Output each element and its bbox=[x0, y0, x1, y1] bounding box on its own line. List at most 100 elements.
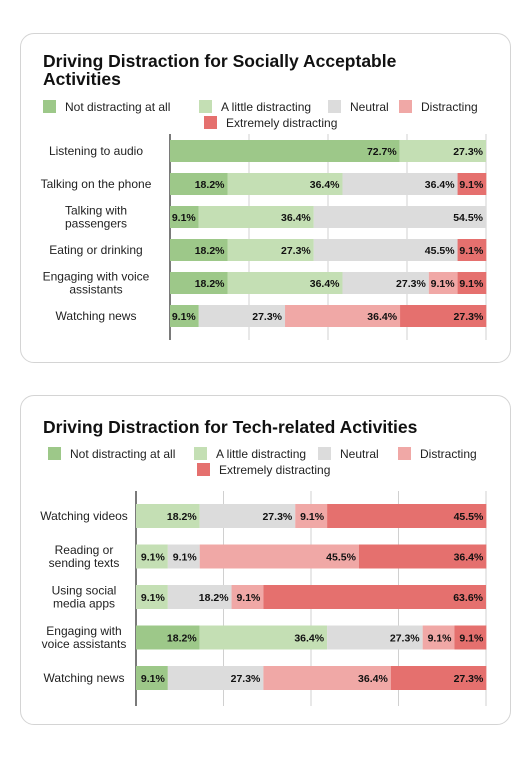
bar-segment-engaging-with-voice-assistants-neutral bbox=[327, 625, 423, 650]
category-label-line: Listening to audio bbox=[49, 144, 143, 158]
data-label: 36.4% bbox=[281, 212, 311, 224]
data-label: 9.1% bbox=[141, 673, 166, 685]
category-label-line: Using social bbox=[52, 584, 117, 598]
data-label: 27.3% bbox=[454, 311, 484, 323]
legend-label-extremely-distracting: Extremely distracting bbox=[219, 463, 330, 477]
category-label-watching-news: Watching news bbox=[56, 309, 137, 323]
bar-segment-eating-or-drinking-not-distracting-at-all bbox=[170, 239, 228, 261]
data-label: 36.4% bbox=[310, 179, 340, 191]
bar-segment-using-social-media-apps-a-little-distracting bbox=[136, 585, 168, 609]
data-label: 9.1% bbox=[141, 552, 166, 564]
data-label: 9.1% bbox=[173, 552, 198, 564]
data-label: 45.5% bbox=[425, 245, 455, 257]
legend-label-not-distracting-at-all: Not distracting at all bbox=[70, 447, 175, 461]
category-label-eating-or-drinking: Eating or drinking bbox=[49, 243, 142, 257]
bar-segment-using-social-media-apps-neutral bbox=[167, 585, 232, 609]
category-label-listening-to-audio: Listening to audio bbox=[49, 144, 143, 158]
chart-title-line: Driving Distraction for Tech-related Act… bbox=[43, 417, 418, 437]
data-label: 27.3% bbox=[390, 633, 420, 645]
category-label-line: Watching videos bbox=[40, 509, 128, 523]
legend-label-extremely-distracting: Extremely distracting bbox=[226, 116, 337, 130]
bar-segment-engaging-with-voice-assistants-distracting bbox=[422, 625, 455, 650]
bar-segment-eating-or-drinking-neutral bbox=[313, 239, 458, 261]
legend-label-distracting: Distracting bbox=[421, 100, 478, 114]
data-label: 18.2% bbox=[195, 179, 225, 191]
data-label: 27.3% bbox=[453, 146, 483, 158]
category-label-watching-videos: Watching videos bbox=[40, 509, 128, 523]
data-label: 36.4% bbox=[294, 633, 324, 645]
bar-segment-watching-videos-a-little-distracting bbox=[136, 504, 200, 528]
chart-tech-activities: Driving Distraction for Tech-related Act… bbox=[40, 417, 487, 706]
legend-swatch-extremely-distracting bbox=[204, 116, 217, 129]
data-label: 45.5% bbox=[326, 552, 356, 564]
legend-label-neutral: Neutral bbox=[350, 100, 389, 114]
data-label: 9.1% bbox=[236, 592, 261, 604]
data-label: 9.1% bbox=[141, 592, 166, 604]
legend-label-a-little-distracting: A little distracting bbox=[221, 100, 311, 114]
data-label: 9.1% bbox=[428, 633, 453, 645]
category-label-line: Engaging with voice bbox=[43, 270, 150, 284]
bar-segment-watching-news-distracting bbox=[263, 666, 391, 690]
bar-segment-reading-or-sending-texts-extremely-distracting bbox=[358, 544, 487, 569]
data-label: 9.1% bbox=[172, 311, 197, 323]
chart-title: Driving Distraction for Socially Accepta… bbox=[43, 51, 397, 89]
bar-segment-engaging-with-voice-assistants-distracting bbox=[428, 272, 458, 294]
data-label: 27.3% bbox=[262, 511, 292, 523]
legend-swatch-not-distracting-at-all bbox=[43, 100, 56, 113]
data-label: 18.2% bbox=[167, 633, 197, 645]
chart-card-social: Driving Distraction for Socially Accepta… bbox=[20, 33, 511, 363]
data-label: 9.1% bbox=[459, 278, 484, 290]
category-label-engaging-with-voice-assistants: Engaging with voice assistants bbox=[42, 624, 127, 651]
chart-title: Driving Distraction for Tech-related Act… bbox=[43, 417, 418, 437]
category-label-line: sending texts bbox=[49, 556, 120, 570]
bar-segment-talking-with-passengers-neutral bbox=[313, 206, 486, 228]
data-label: 18.2% bbox=[195, 245, 225, 257]
bar-segment-reading-or-sending-texts-distracting bbox=[199, 544, 359, 569]
bar-segment-engaging-with-voice-assistants-not-distracting-at-all bbox=[136, 625, 200, 650]
chart-title-line: Activities bbox=[43, 69, 121, 89]
data-label: 18.2% bbox=[199, 592, 229, 604]
legend-swatch-distracting bbox=[399, 100, 412, 113]
data-label: 27.3% bbox=[454, 673, 484, 685]
bar-segment-eating-or-drinking-a-little-distracting bbox=[227, 239, 314, 261]
bar-segment-talking-on-the-phone-neutral bbox=[342, 173, 458, 195]
legend-swatch-a-little-distracting bbox=[199, 100, 212, 113]
bar-segment-engaging-with-voice-assistants-a-little-distracting bbox=[199, 625, 328, 650]
data-label: 27.3% bbox=[231, 673, 261, 685]
data-label: 9.1% bbox=[459, 245, 484, 257]
category-label-line: Talking with bbox=[65, 204, 127, 218]
bar-segment-watching-news-extremely-distracting bbox=[400, 305, 487, 327]
bar-segment-talking-on-the-phone-extremely-distracting bbox=[457, 173, 487, 195]
category-label-line: Engaging with bbox=[46, 624, 121, 638]
data-label: 63.6% bbox=[453, 592, 483, 604]
bar-segment-using-social-media-apps-distracting bbox=[231, 585, 264, 609]
bar-segment-watching-news-not-distracting-at-all bbox=[136, 666, 168, 690]
bar-segment-engaging-with-voice-assistants-neutral bbox=[342, 272, 429, 294]
data-label: 9.1% bbox=[459, 633, 484, 645]
data-label: 36.4% bbox=[358, 673, 388, 685]
data-label: 36.4% bbox=[454, 552, 484, 564]
bar-segment-watching-news-extremely-distracting bbox=[390, 666, 487, 690]
data-label: 9.1% bbox=[459, 179, 484, 191]
bar-segment-watching-videos-neutral bbox=[199, 504, 296, 528]
data-label: 36.4% bbox=[425, 179, 455, 191]
data-label: 27.3% bbox=[252, 311, 282, 323]
data-label: 9.1% bbox=[172, 212, 197, 224]
bar-segment-talking-with-passengers-a-little-distracting bbox=[198, 206, 314, 228]
data-label: 27.3% bbox=[281, 245, 311, 257]
legend-label-distracting: Distracting bbox=[420, 447, 477, 461]
category-label-line: assistants bbox=[69, 283, 122, 297]
bar-segment-watching-videos-extremely-distracting bbox=[327, 504, 487, 528]
category-label-using-social-media-apps: Using social media apps bbox=[52, 584, 117, 611]
data-label: 9.1% bbox=[300, 511, 325, 523]
legend-swatch-a-little-distracting bbox=[194, 447, 207, 460]
bar-segment-using-social-media-apps-extremely-distracting bbox=[263, 585, 486, 609]
category-label-reading-or-sending-texts: Reading or sending texts bbox=[49, 543, 120, 570]
legend-swatch-distracting bbox=[398, 447, 411, 460]
data-label: 18.2% bbox=[195, 278, 225, 290]
legend-label-not-distracting-at-all: Not distracting at all bbox=[65, 100, 170, 114]
data-label: 54.5% bbox=[453, 212, 483, 224]
bar-segment-eating-or-drinking-extremely-distracting bbox=[457, 239, 487, 261]
bar-segment-engaging-with-voice-assistants-extremely-distracting bbox=[457, 272, 487, 294]
category-label-talking-with-passengers: Talking with passengers bbox=[65, 204, 127, 231]
